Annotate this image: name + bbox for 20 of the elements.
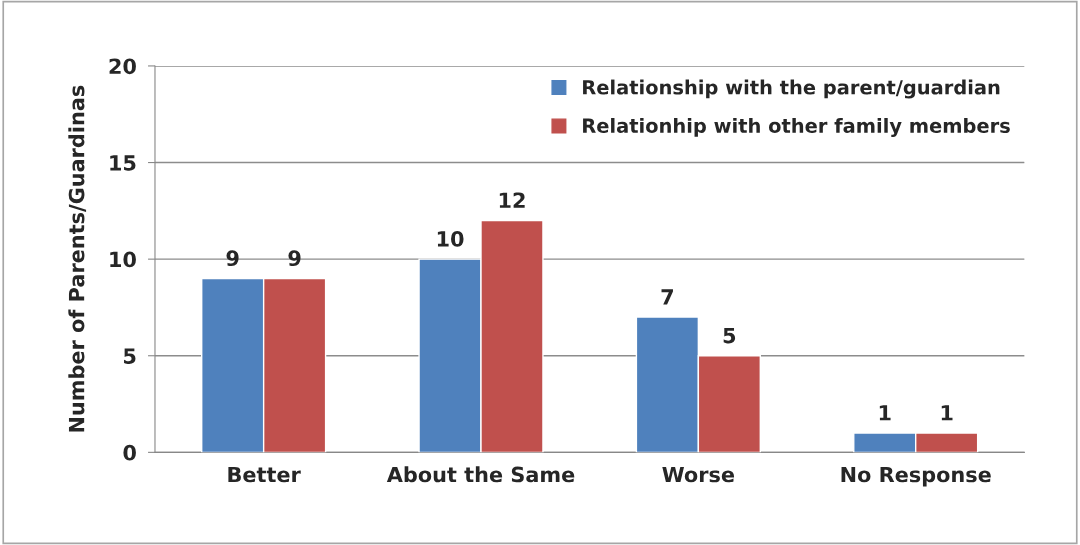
data-label: 5 [723,327,736,344]
data-label: 9 [288,250,301,267]
data-label: 12 [499,192,525,208]
data-label: 10 [437,231,464,247]
x-tick-label: About the Same [386,466,575,483]
x-tick-label: No Response [841,466,991,487]
data-label: 1 [941,405,953,421]
x-tick-label: Worse [662,466,735,483]
data-label: 9 [226,250,239,267]
legend-label: Relationhip with other family members [583,117,1010,137]
y-tick-label: 0 [123,444,136,461]
y-tick-label: 10 [110,251,136,268]
y-tick-label: 15 [110,155,136,171]
data-label: 7 [661,289,673,305]
y-axis-title: Number of Parents/Guardinas [68,85,87,432]
data-label: 1 [879,405,891,421]
x-tick-label: Better [228,466,301,483]
legend-label: Relationship with the parent/guardian [583,79,1000,99]
y-tick-label: 5 [124,348,136,364]
y-tick-label: 20 [109,58,136,75]
